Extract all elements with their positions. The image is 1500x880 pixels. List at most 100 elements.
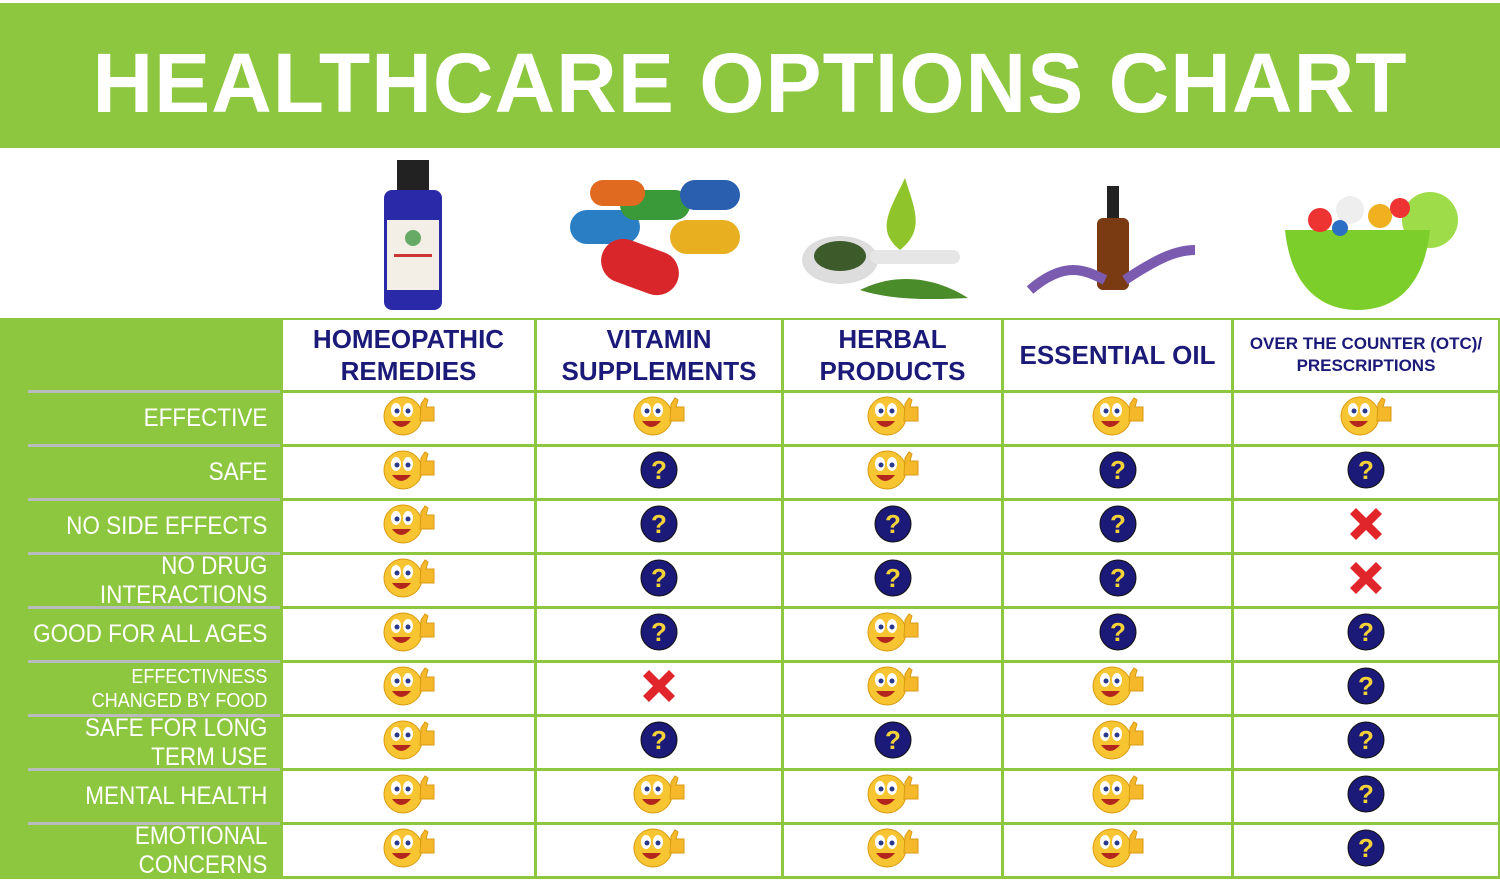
row-label: EFFECTIVNESS CHANGED BY FOOD — [28, 660, 280, 714]
thumbs-up-smiley-icon — [379, 394, 439, 443]
question-mark-icon: ? — [639, 504, 679, 549]
table-cell — [537, 771, 781, 822]
table-cell — [1004, 393, 1231, 444]
question-mark-icon: ? — [1346, 828, 1386, 873]
thumbs-up-smiley-icon — [1088, 718, 1148, 767]
table-cell: ? — [1004, 501, 1231, 552]
table-cell: ? — [1234, 771, 1498, 822]
table-cell: ? — [537, 501, 781, 552]
column-header: HERBAL PRODUCTS — [784, 320, 1001, 390]
table-cell — [283, 393, 534, 444]
thumbs-up-smiley-icon — [1088, 772, 1148, 821]
column-header: ESSENTIAL OIL — [1004, 320, 1231, 390]
svg-text:?: ? — [651, 563, 667, 593]
svg-text:?: ? — [651, 617, 667, 647]
svg-text:?: ? — [1110, 563, 1126, 593]
thumbs-up-smiley-icon — [863, 448, 923, 497]
thumbs-up-smiley-icon — [1088, 394, 1148, 443]
table-cell — [1004, 771, 1231, 822]
table-cell: ? — [1004, 555, 1231, 606]
question-mark-icon: ? — [1098, 504, 1138, 549]
question-mark-icon: ? — [873, 504, 913, 549]
column-header: HOMEOPATHIC REMEDIES — [283, 320, 534, 390]
table-cell — [784, 663, 1001, 714]
table-cell — [784, 825, 1001, 876]
table-cell — [283, 555, 534, 606]
thumbs-up-smiley-icon — [863, 610, 923, 659]
question-mark-icon: ? — [1098, 450, 1138, 495]
question-mark-icon: ? — [1346, 666, 1386, 711]
thumbs-up-smiley-icon — [379, 610, 439, 659]
question-mark-icon: ? — [1346, 612, 1386, 657]
thumbs-up-smiley-icon — [379, 556, 439, 605]
svg-text:?: ? — [1358, 617, 1374, 647]
svg-text:?: ? — [885, 725, 901, 755]
table-cell: ? — [784, 555, 1001, 606]
row-label: EFFECTIVE — [28, 390, 280, 444]
table-cell: ? — [1004, 447, 1231, 498]
thumbs-up-smiley-icon — [379, 826, 439, 875]
row-label: MENTAL HEALTH — [28, 768, 280, 822]
table-cell — [283, 717, 534, 768]
thumbs-up-smiley-icon — [379, 772, 439, 821]
svg-text:?: ? — [1110, 617, 1126, 647]
thumbs-up-smiley-icon — [863, 826, 923, 875]
table-cell: ? — [537, 555, 781, 606]
table-cell — [537, 825, 781, 876]
question-mark-icon: ? — [1098, 558, 1138, 603]
thumbs-up-smiley-icon — [629, 394, 689, 443]
svg-text:?: ? — [1358, 725, 1374, 755]
question-mark-icon: ? — [1346, 720, 1386, 765]
svg-text:?: ? — [1358, 455, 1374, 485]
chart-title: HEALTHCARE OPTIONS CHART — [0, 0, 1500, 148]
question-mark-icon: ? — [1346, 450, 1386, 495]
svg-text:?: ? — [885, 563, 901, 593]
table-cell — [283, 771, 534, 822]
table-cell — [1234, 555, 1498, 606]
red-x-icon — [1346, 504, 1386, 549]
table-cell: ? — [1234, 825, 1498, 876]
table-cell — [537, 663, 781, 714]
thumbs-up-smiley-icon — [1088, 664, 1148, 713]
thumbs-up-smiley-icon — [1088, 826, 1148, 875]
svg-text:?: ? — [1110, 509, 1126, 539]
svg-text:?: ? — [651, 725, 667, 755]
essential-oil-lavender-image — [1026, 186, 1196, 294]
table-cell — [283, 447, 534, 498]
table-cell — [784, 771, 1001, 822]
question-mark-icon: ? — [873, 720, 913, 765]
table-cell: ? — [537, 609, 781, 660]
table-cell — [1004, 663, 1231, 714]
product-images — [0, 150, 1500, 318]
thumbs-up-smiley-icon — [379, 448, 439, 497]
row-label: GOOD FOR ALL AGES — [28, 606, 280, 660]
question-mark-icon: ? — [1098, 612, 1138, 657]
question-mark-icon: ? — [873, 558, 913, 603]
thumbs-up-smiley-icon — [863, 664, 923, 713]
thumbs-up-smiley-icon — [863, 772, 923, 821]
question-mark-icon: ? — [1346, 774, 1386, 819]
vitamin-capsules-image — [570, 180, 740, 296]
svg-text:?: ? — [651, 509, 667, 539]
red-x-icon — [639, 666, 679, 711]
question-mark-icon: ? — [639, 558, 679, 603]
thumbs-up-smiley-icon — [863, 394, 923, 443]
svg-text:?: ? — [1358, 779, 1374, 809]
remedy-bottle-image — [384, 160, 442, 310]
table-cell: ? — [784, 717, 1001, 768]
pill-bowl-image — [1285, 192, 1458, 310]
question-mark-icon: ? — [639, 612, 679, 657]
comparison-table: HOMEOPATHIC REMEDIES VITAMIN SUPPLEMENTS H… — [0, 318, 1500, 879]
table-cell — [283, 825, 534, 876]
row-label: SAFE — [28, 444, 280, 498]
header-corner — [0, 320, 280, 390]
thumbs-up-smiley-icon — [379, 664, 439, 713]
row-label: NO SIDE EFFECTS — [28, 498, 280, 552]
row-label: SAFE FOR LONG TERM USE — [28, 714, 280, 771]
thumbs-up-smiley-icon — [1336, 394, 1396, 443]
table-cell — [1234, 501, 1498, 552]
table-cell — [784, 447, 1001, 498]
thumbs-up-smiley-icon — [379, 718, 439, 767]
table-cell: ? — [1234, 609, 1498, 660]
red-x-icon — [1346, 558, 1386, 603]
